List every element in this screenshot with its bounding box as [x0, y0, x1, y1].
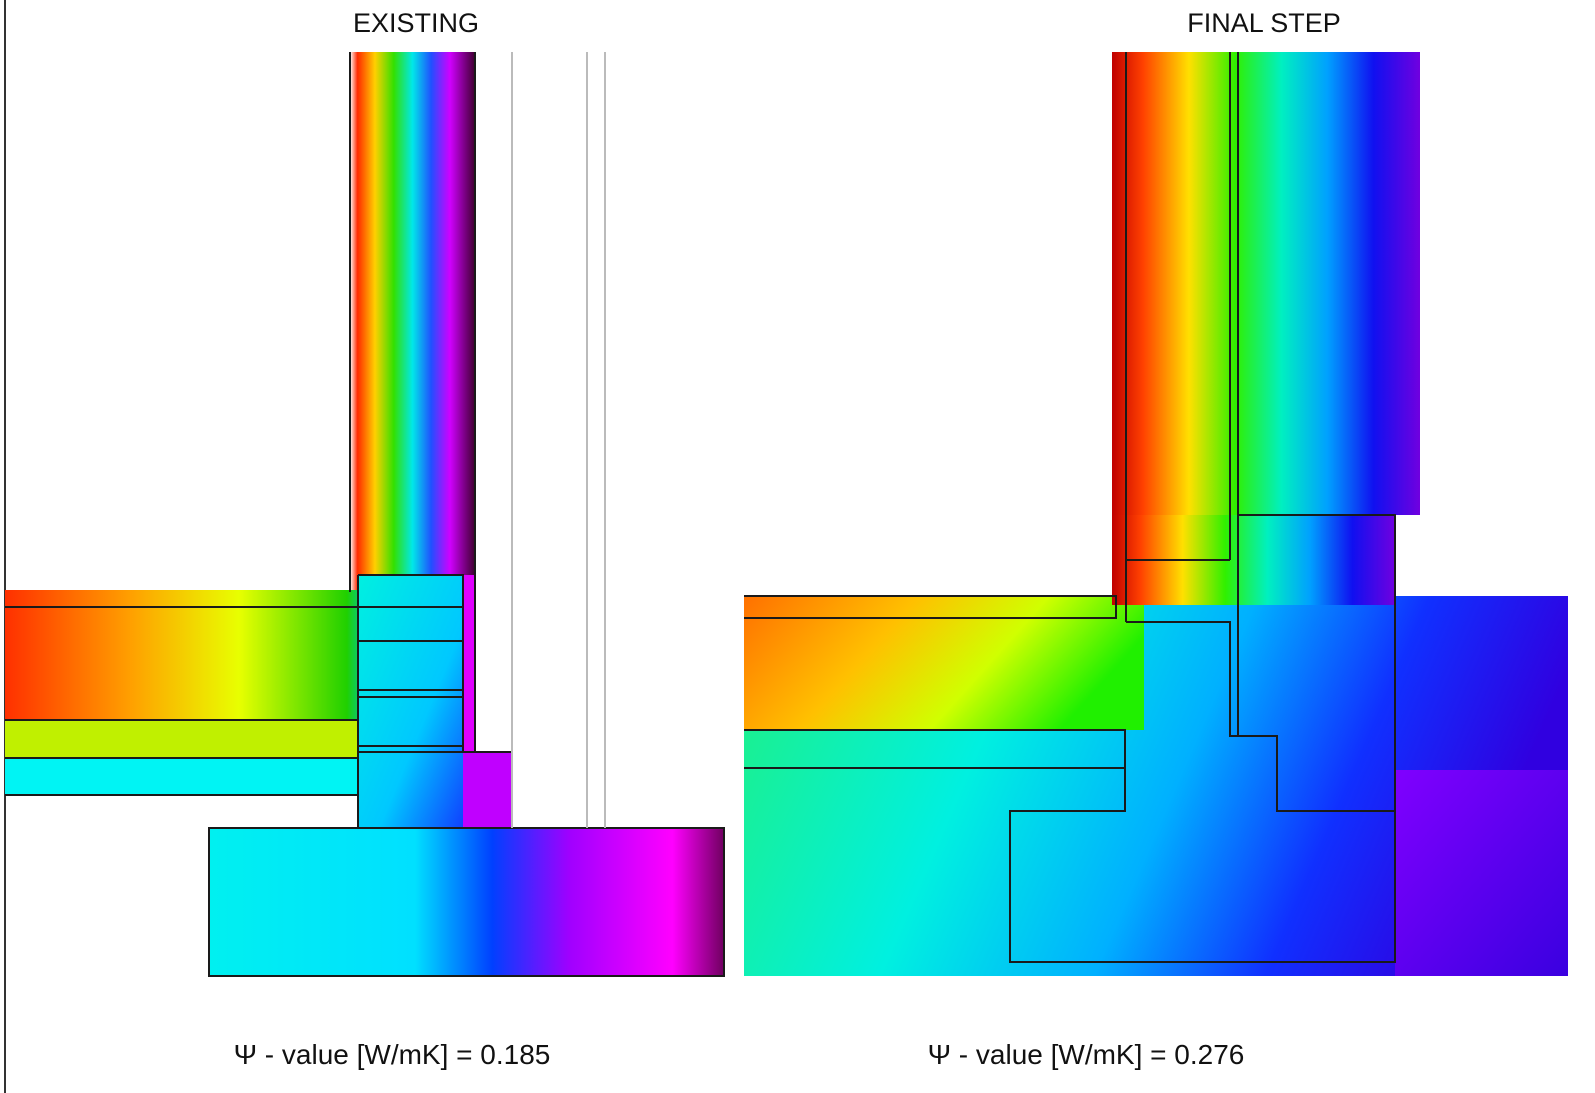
psi-value: Ψ - value [W/mK] = 0.185: [234, 1039, 551, 1070]
panel-title: FINAL STEP: [1187, 8, 1341, 38]
final-step-model: [744, 52, 1568, 976]
existing-model: [5, 52, 725, 977]
panel-title: EXISTING: [353, 8, 479, 38]
psi-value: Ψ - value [W/mK] = 0.276: [928, 1039, 1245, 1070]
